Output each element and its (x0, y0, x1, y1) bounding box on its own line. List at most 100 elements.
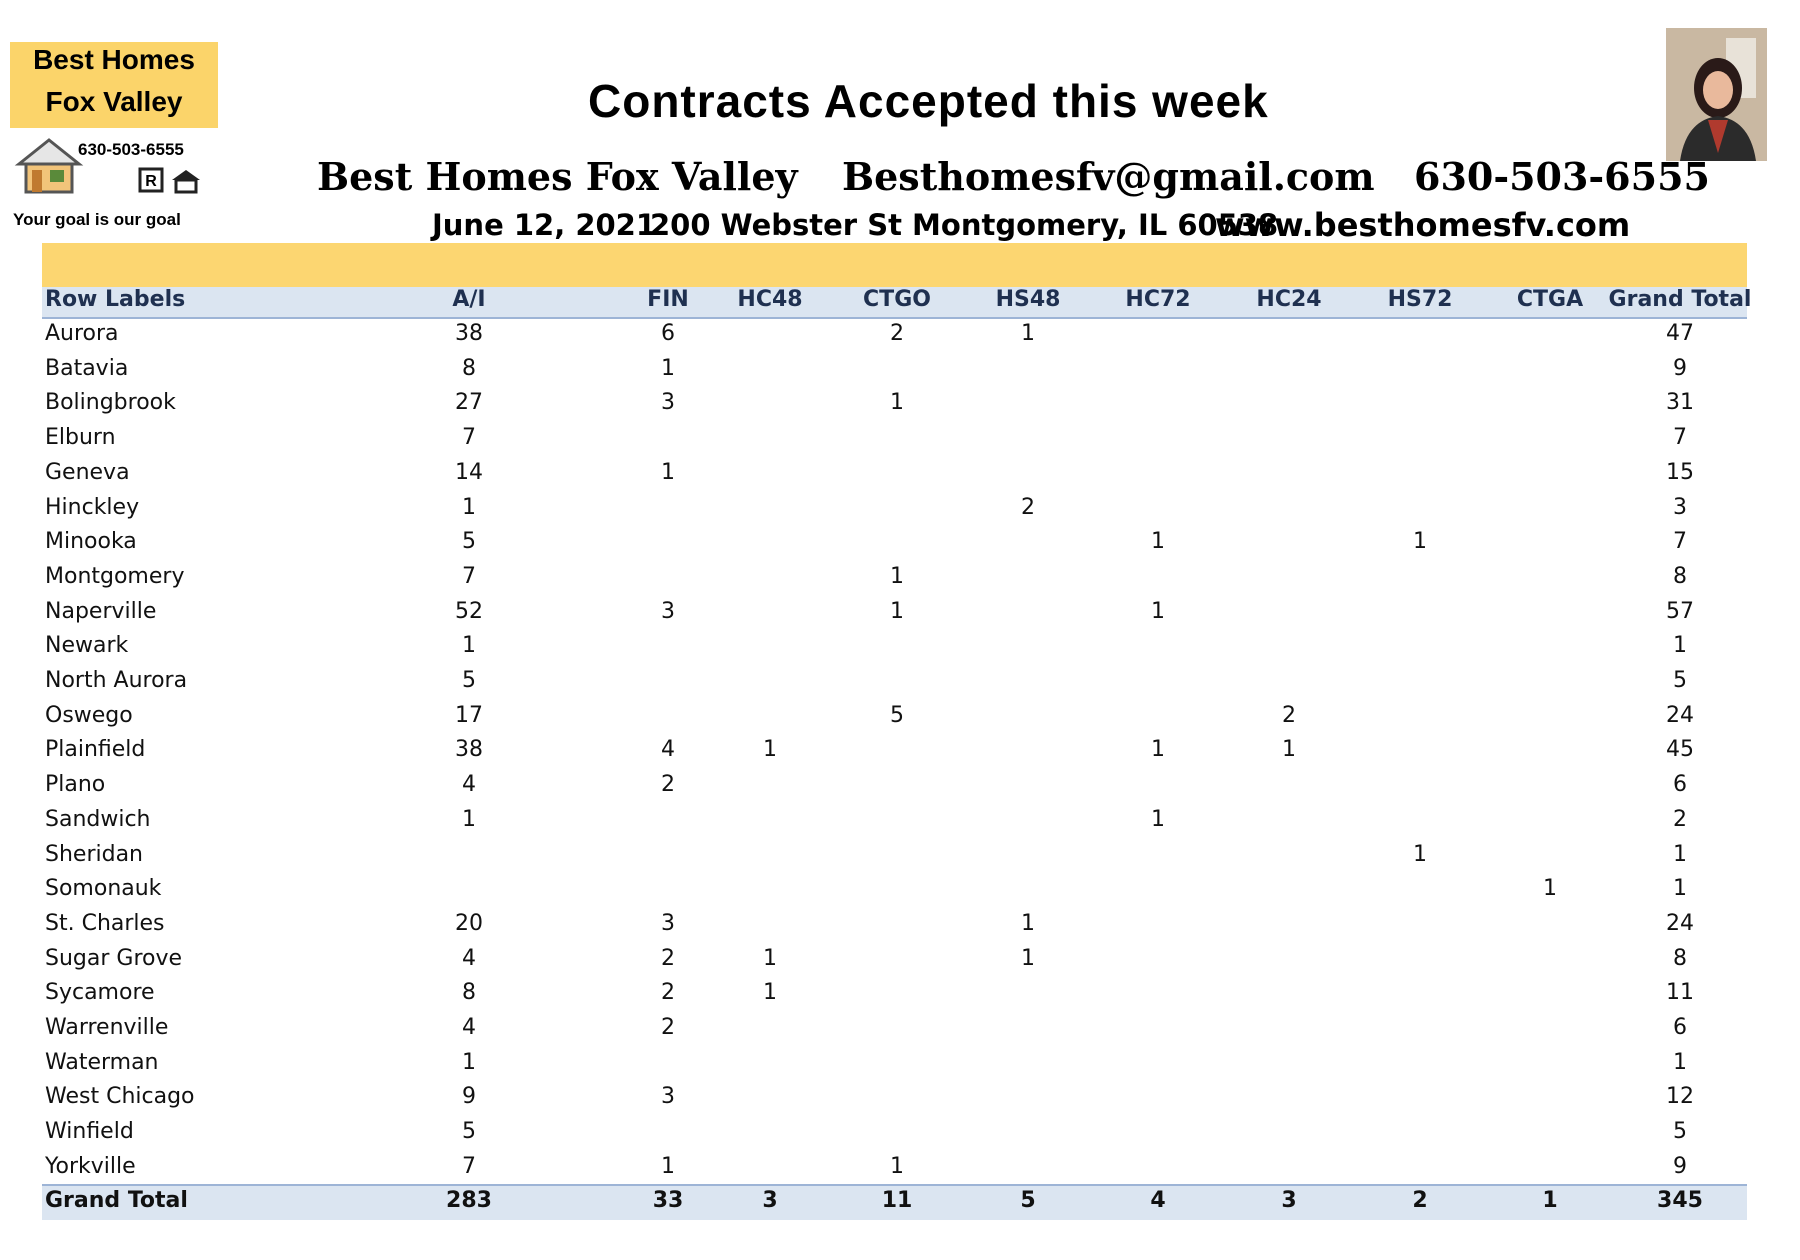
cell-value: 1 (1673, 1049, 1687, 1075)
cell-value: 5 (462, 1119, 476, 1145)
logo-line: Fox Valley (45, 86, 183, 117)
row-label: Oswego (45, 702, 133, 728)
cell-value: 1 (1673, 841, 1687, 867)
cell-value: 8 (1673, 945, 1687, 971)
cell-value: 2 (1673, 806, 1687, 832)
cell-value: 4 (462, 772, 476, 798)
cell-value: 1 (1151, 737, 1165, 763)
cell-value: 15 (1666, 459, 1694, 485)
column-header: Row Labels (45, 287, 186, 312)
header-row (42, 287, 1747, 319)
row-label: Aurora (45, 321, 119, 346)
cell-value: 6 (1673, 1015, 1687, 1040)
cell-value: 24 (1666, 702, 1694, 728)
cell-value: 1 (763, 980, 777, 1006)
column-header: HC48 (737, 287, 803, 312)
cell-value: 3 (661, 1084, 675, 1110)
cell-value: 2 (661, 980, 675, 1006)
row-label: Waterman (45, 1049, 159, 1075)
column-header: Grand Total (1608, 287, 1752, 312)
cell-value: 1 (1151, 598, 1165, 624)
cell-value: 4 (661, 737, 675, 763)
cell-value: 2 (661, 945, 675, 971)
row-label: North Aurora (45, 668, 188, 693)
total-value: 11 (881, 1188, 913, 1213)
cell-value: 7 (462, 563, 476, 589)
row-label: Plano (45, 772, 106, 798)
cell-value: 27 (455, 390, 483, 416)
cell-value: 2 (661, 1015, 675, 1040)
cell-value: 38 (455, 737, 483, 763)
logo-box (10, 42, 218, 128)
cell-value: 1 (1413, 529, 1427, 555)
cell-value: 24 (1666, 910, 1694, 936)
cell-value: 5 (1673, 1119, 1687, 1145)
cell-value: 5 (890, 702, 904, 728)
cell-value: 1 (661, 355, 675, 381)
row-label: Elburn (45, 425, 116, 451)
cell-value: 1 (462, 494, 476, 520)
cell-value: 1 (1543, 876, 1557, 902)
website: www.besthomesfv.com (1215, 206, 1631, 244)
cell-value: 1 (1413, 841, 1427, 867)
cell-value: 2 (1282, 702, 1296, 728)
logo-tagline: Your goal is our goal (13, 210, 181, 229)
total-label: Grand Total (45, 1188, 188, 1213)
cell-value: 2 (1021, 494, 1035, 520)
cell-value: 57 (1666, 598, 1694, 624)
total-value: 2 (1412, 1188, 1428, 1213)
address: 200 Webster St Montgomery, IL 60538 (650, 208, 1279, 242)
row-label: Sycamore (45, 980, 155, 1006)
realtor-icons: R (138, 167, 200, 194)
row-label: Bolingbrook (45, 390, 176, 416)
cell-value: 1 (661, 459, 675, 485)
cell-value: 9 (1673, 355, 1687, 381)
cell-value: 3 (661, 910, 675, 936)
cell-value: 1 (1151, 806, 1165, 832)
total-value: 4 (1150, 1188, 1166, 1213)
cell-value: 1 (763, 737, 777, 763)
cell-value: 1 (1021, 910, 1035, 936)
row-label: Geneva (45, 459, 130, 485)
cell-value: 9 (1673, 1153, 1687, 1179)
cell-value: 12 (1666, 1084, 1694, 1110)
row-label: Hinckley (45, 494, 140, 520)
cell-value: 1 (1151, 529, 1165, 555)
cell-value: 14 (455, 459, 483, 485)
yellow-band (42, 243, 1747, 287)
cell-value: 20 (455, 910, 483, 936)
cell-value: 1 (1021, 945, 1035, 971)
cell-value: 1 (890, 563, 904, 589)
cell-value: 2 (890, 321, 904, 346)
logo-phone: 630-503-6555 (78, 140, 184, 159)
cell-value: 3 (661, 598, 675, 624)
cell-value: 1 (462, 633, 476, 659)
cell-value: 1 (890, 390, 904, 416)
cell-value: 6 (661, 321, 675, 346)
column-header: FIN (647, 287, 689, 312)
cell-value: 38 (455, 321, 483, 346)
agent-photo (1666, 28, 1767, 161)
total-value: 283 (446, 1188, 492, 1213)
cell-value: 1 (890, 1153, 904, 1179)
cell-value: 1 (1673, 876, 1687, 902)
row-label: Montgomery (45, 563, 185, 589)
cell-value: 47 (1666, 321, 1694, 346)
cell-value: 8 (462, 355, 476, 381)
total-value: 3 (762, 1188, 778, 1213)
cell-value: 11 (1666, 980, 1694, 1006)
cell-value: 8 (1673, 563, 1687, 589)
cell-value: 5 (462, 668, 476, 693)
column-header: A/I (452, 287, 486, 312)
cell-value: 5 (462, 529, 476, 555)
row-label: Yorkville (45, 1153, 136, 1179)
date: June 12, 2021 (432, 208, 657, 242)
column-header: CTGA (1516, 287, 1584, 312)
logo-line: Best Homes (33, 44, 195, 75)
cell-value: 2 (661, 772, 675, 798)
row-label: Newark (45, 633, 129, 659)
row-label: Sugar Grove (45, 945, 183, 971)
cell-value: 1 (1021, 321, 1035, 346)
column-header: HC72 (1125, 287, 1191, 312)
